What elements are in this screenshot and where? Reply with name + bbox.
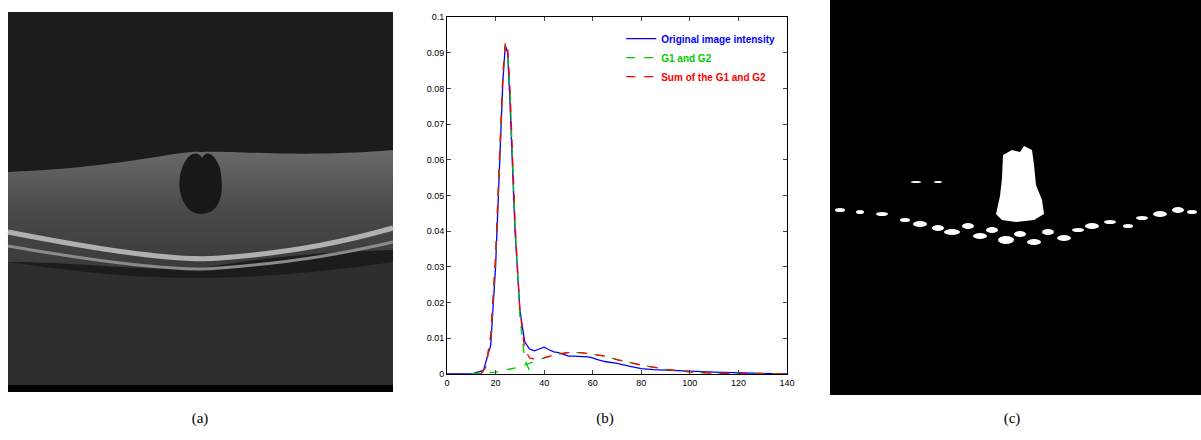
svg-text:Sum of the G1 and G2: Sum of the G1 and G2: [661, 72, 766, 83]
svg-text:0: 0: [444, 378, 449, 388]
svg-text:0.09: 0.09: [427, 48, 445, 58]
svg-text:0.06: 0.06: [427, 155, 445, 165]
svg-text:0.03: 0.03: [427, 262, 445, 272]
svg-text:140: 140: [779, 378, 794, 388]
html-text:(a): (a): [191, 410, 209, 426]
svg-text:Original image intensity: Original image intensity: [661, 34, 775, 45]
svg-text:120: 120: [731, 378, 746, 388]
svg-text:0.05: 0.05: [427, 191, 445, 201]
svg-text:0.01: 0.01: [427, 333, 445, 343]
html-text:(b): (b): [596, 410, 614, 426]
svg-text:0.08: 0.08: [427, 84, 445, 94]
html-text:(c): (c): [1003, 410, 1021, 426]
svg-text:80: 80: [636, 378, 646, 388]
svg-text:0.02: 0.02: [427, 298, 445, 308]
svg-text:40: 40: [539, 378, 549, 388]
svg-text:G1 and G2: G1 and G2: [661, 53, 711, 64]
svg-text:60: 60: [588, 378, 598, 388]
svg-text:0.04: 0.04: [427, 226, 445, 236]
svg-text:20: 20: [491, 378, 501, 388]
svg-text:100: 100: [682, 378, 697, 388]
svg-text:0: 0: [439, 369, 444, 379]
svg-text:0.07: 0.07: [427, 119, 445, 129]
svg-text:0.1: 0.1: [432, 12, 445, 22]
